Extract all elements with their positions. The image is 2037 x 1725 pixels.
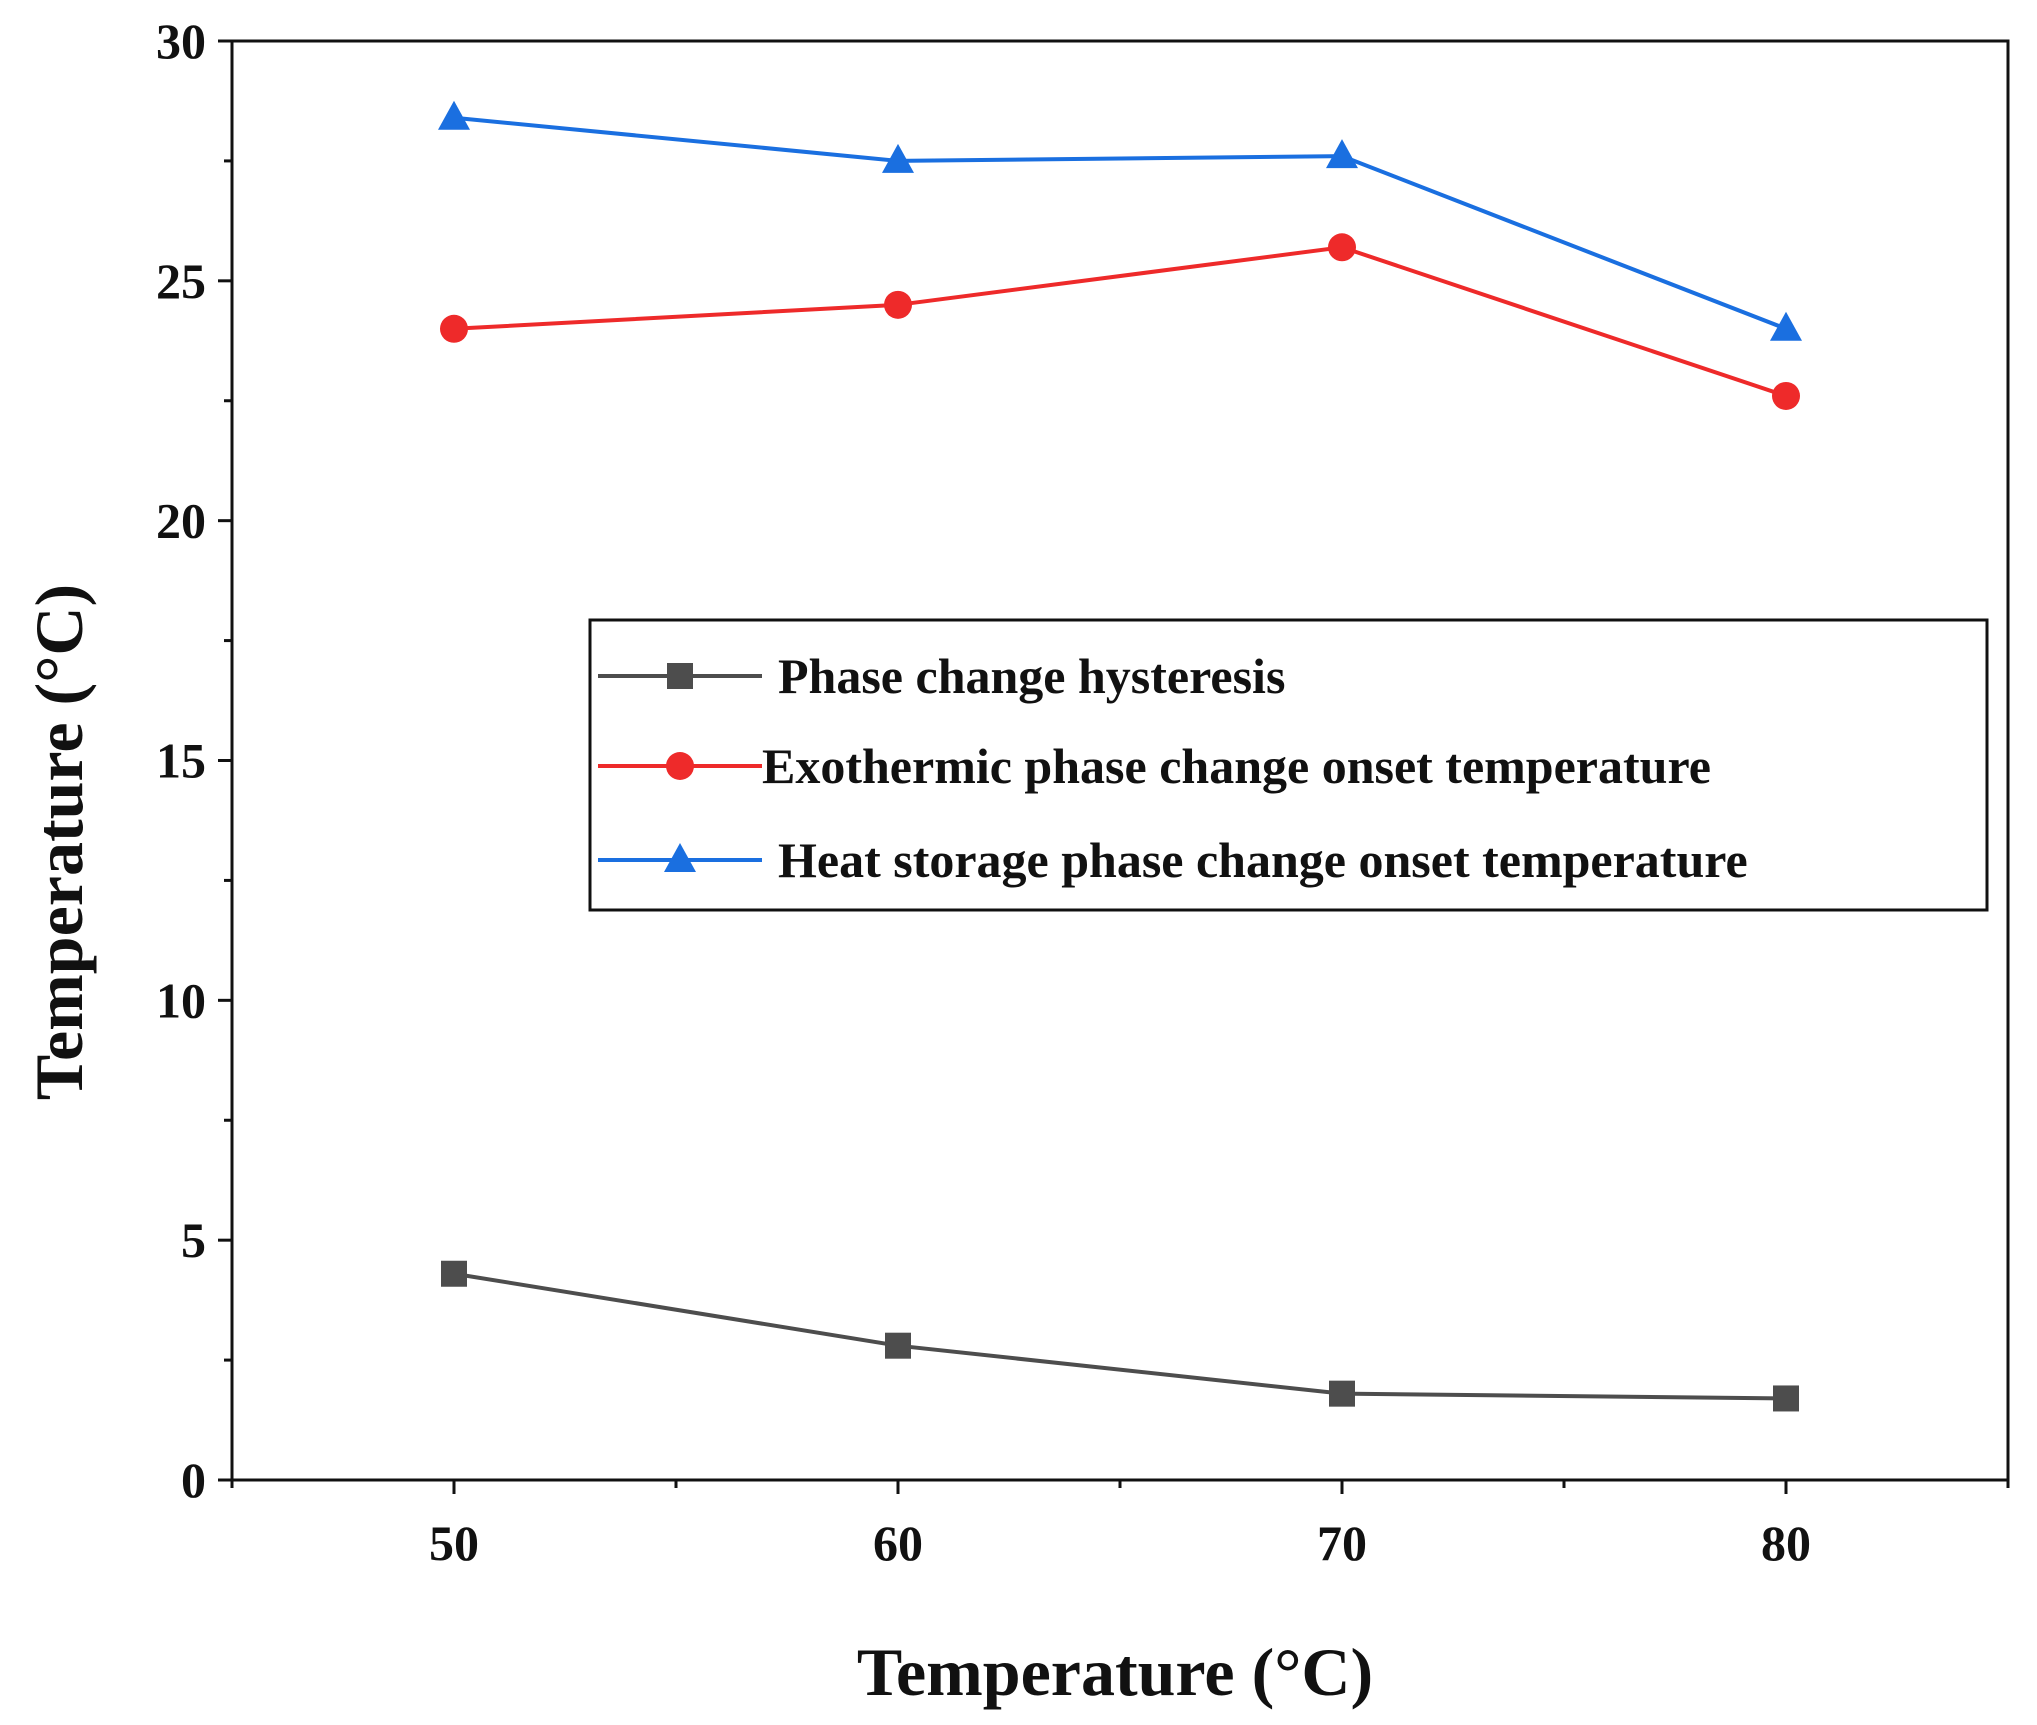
x-axis-title: Temperature (°C) — [857, 1634, 1373, 1710]
data-point — [1772, 381, 1800, 410]
series-1 — [441, 1260, 1799, 1412]
y-tick-label: 20 — [156, 493, 206, 549]
legend-marker — [667, 663, 693, 689]
y-tick-label: 30 — [156, 13, 206, 69]
y-tick-label: 15 — [156, 733, 206, 789]
legend-box — [588, 618, 1989, 912]
legend-label: Phase change hysteresis — [778, 648, 1285, 704]
legend-marker — [664, 843, 696, 872]
series-line — [453, 1271, 1787, 1401]
legend-item-3: Heat storage phase change onset temperat… — [598, 832, 1748, 888]
data-point — [438, 100, 470, 130]
legend-marker — [666, 752, 694, 780]
y-axis: 0 5 10 15 20 25 30 — [156, 13, 232, 1508]
data-point — [1326, 139, 1358, 169]
x-tick-label: 60 — [873, 1515, 923, 1571]
legend: Phase change hysteresis Exothermic phase … — [588, 618, 1989, 912]
legend-item-2: Exothermic phase change onset temperatur… — [598, 738, 1711, 794]
data-point — [1329, 1380, 1355, 1407]
x-tick-label: 50 — [429, 1515, 479, 1571]
y-tick-label: 25 — [156, 253, 206, 309]
data-point — [1770, 311, 1802, 341]
x-axis: 50 60 70 80 — [230, 1480, 2010, 1571]
series-layer — [438, 100, 1802, 1412]
series-3 — [438, 100, 1802, 341]
data-point — [1773, 1385, 1799, 1412]
legend-label: Heat storage phase change onset temperat… — [778, 832, 1748, 888]
series-line — [453, 115, 1787, 331]
data-point — [885, 1332, 911, 1359]
data-point — [1328, 233, 1356, 262]
data-point — [440, 314, 468, 343]
y-tick-label: 5 — [181, 1212, 206, 1268]
series-2 — [440, 233, 1800, 410]
legend-item-1: Phase change hysteresis — [598, 648, 1285, 704]
x-tick-label: 70 — [1317, 1515, 1367, 1571]
x-tick-label: 80 — [1761, 1515, 1811, 1571]
data-point — [441, 1260, 467, 1287]
data-point — [884, 290, 912, 319]
data-point — [882, 143, 914, 173]
series-line — [453, 245, 1787, 398]
y-tick-label: 10 — [156, 972, 206, 1028]
y-tick-label: 0 — [181, 1452, 206, 1508]
y-axis-title: Temperature (°C) — [21, 584, 97, 1100]
legend-label: Exothermic phase change onset temperatur… — [762, 738, 1711, 794]
